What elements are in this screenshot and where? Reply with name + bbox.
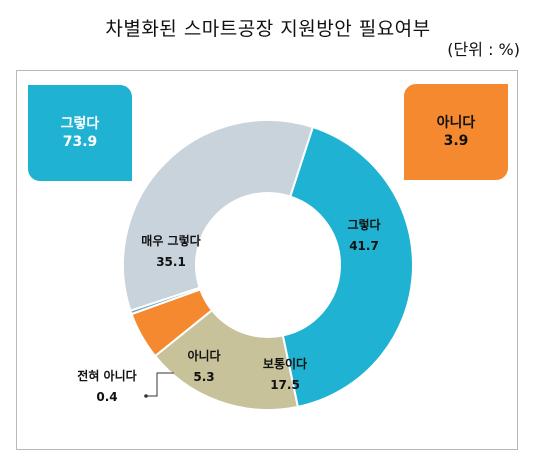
- leader-line-3: [146, 372, 174, 397]
- summary-disagree-label: 아니다: [436, 115, 476, 131]
- slice-label-3: 전혀 아니다: [77, 368, 136, 383]
- donut-slice-0: [281, 125, 414, 409]
- donut-slice-4: [122, 119, 315, 312]
- unit-label: (단위 : %): [447, 40, 520, 59]
- summary-agree-value: 73.9: [62, 134, 98, 150]
- summary-box-disagree: 아니다 3.9: [404, 84, 508, 180]
- slice-label-4: 매우 그렇다: [141, 233, 200, 248]
- slice-value-1: 17.5: [270, 378, 300, 392]
- slice-value-0: 41.7: [349, 239, 379, 253]
- leader-dot-3: [144, 394, 148, 398]
- slice-value-2: 5.3: [193, 370, 214, 384]
- summary-agree-label: 그렇다: [60, 116, 100, 132]
- chart-title: 차별화된 스마트공장 지원방안 필요여부: [105, 18, 431, 40]
- summary-disagree-value: 3.9: [443, 133, 469, 149]
- slice-value-4: 35.1: [156, 255, 186, 269]
- slice-label-2: 아니다: [187, 348, 220, 363]
- chart-frame: [16, 70, 518, 450]
- slice-label-1: 보통이다: [263, 356, 307, 371]
- summary-box-agree: 그렇다 73.9: [28, 85, 132, 181]
- slice-value-3: 0.4: [96, 390, 117, 404]
- slice-label-0: 그렇다: [347, 217, 380, 232]
